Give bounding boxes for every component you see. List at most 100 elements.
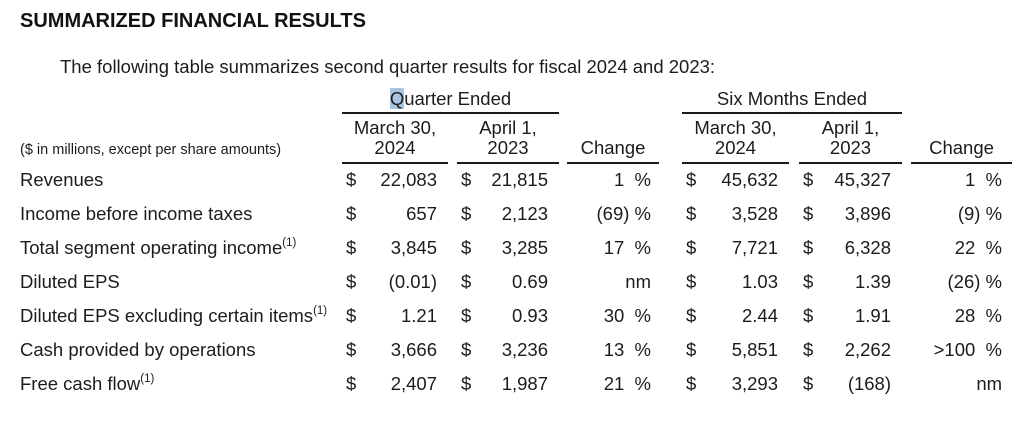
financial-results-table: Quarter Ended Six Months Ended ($ in mil…: [20, 87, 1013, 401]
amount-cell: $45,327: [799, 163, 902, 197]
spacer-cell: [659, 113, 682, 163]
table-row-revenues: Revenues $22,083 $21,815 1 % $45,632 $45…: [20, 163, 1012, 197]
amount-cell: $3,666: [342, 333, 448, 367]
change-value: (69) %: [596, 202, 652, 224]
page-title: SUMMARIZED FINANCIAL RESULTS: [20, 10, 366, 32]
dollar-sign: $: [461, 270, 472, 292]
spacer-cell: [559, 113, 567, 163]
amount-value: 3,236: [501, 338, 548, 360]
change-value: 28 %: [954, 304, 1003, 326]
amount-cell: $657: [342, 197, 448, 231]
dollar-sign: $: [686, 202, 697, 224]
dollar-sign: $: [803, 270, 814, 292]
quarter-ended-header: Quarter Ended: [342, 87, 559, 114]
spacer-cell: [789, 265, 799, 299]
amount-cell: $0.69: [457, 265, 559, 299]
table-row-diluted-eps: Diluted EPS $ (0.01) $0.69 nm $1.03 $1.39…: [20, 265, 1012, 299]
change-value: 22 %: [954, 236, 1003, 258]
dollar-sign: $: [686, 236, 697, 258]
spacer-cell: [789, 333, 799, 367]
amount-value: 45,327: [834, 169, 892, 190]
dollar-sign: $: [346, 270, 357, 292]
col-header-line2: 2024: [374, 137, 416, 158]
amount-cell: $0.93: [457, 299, 559, 333]
six-months-ended-header: Six Months Ended: [682, 87, 903, 114]
spacer-cell: [789, 299, 799, 333]
spacer-cell: [902, 163, 911, 197]
search-highlight: Q: [389, 88, 405, 109]
column-header-row: ($ in millions, except per share amounts…: [20, 113, 1013, 164]
amount-value: 1.03: [741, 270, 778, 292]
col-header-s-2023: April 1, 2023: [799, 113, 903, 164]
quarter-ended-label: uarter Ended: [404, 88, 512, 109]
spacer-cell: [559, 231, 567, 265]
document-page: SUMMARIZED FINANCIAL RESULTS The followi…: [20, 10, 1013, 401]
amount-cell: $1.21: [342, 299, 448, 333]
footnote-marker: (1): [282, 236, 297, 249]
spacer-cell: [789, 367, 799, 401]
dollar-sign: $: [461, 304, 472, 326]
amount-cell: $3,285: [457, 231, 559, 265]
amount-value: 3,896: [844, 202, 892, 224]
spacer-cell: [659, 265, 682, 299]
amount-value: 657: [406, 202, 437, 224]
row-label: Diluted EPS: [20, 271, 120, 292]
change-value: 1 %: [613, 169, 651, 190]
row-label: Diluted EPS excluding certain items(1): [20, 299, 342, 333]
change-value: (9) %: [957, 202, 1003, 224]
col-header-line2: 2023: [487, 137, 529, 158]
change-value: 30 %: [603, 304, 651, 326]
amount-value: (0.01): [388, 270, 437, 292]
dollar-sign: $: [346, 372, 357, 394]
amount-value: 7,721: [731, 236, 778, 258]
amount-value: 22,083: [380, 169, 437, 190]
spacer-cell: [448, 367, 457, 401]
table-row-segment-operating-income: Total segment operating income(1) $3,845…: [20, 231, 1012, 265]
amount-cell: $5,851: [682, 333, 789, 367]
amount-value: 1.39: [855, 270, 892, 292]
spacer-cell: [448, 163, 457, 197]
spacer-cell: [902, 265, 911, 299]
row-label: Income before income taxes: [20, 203, 253, 224]
spacer-cell: [559, 367, 567, 401]
footnote-marker: (1): [313, 304, 328, 317]
amount-value: (168): [847, 372, 892, 394]
spacer-cell: [559, 197, 567, 231]
spacer-cell: [902, 197, 911, 231]
dollar-sign: $: [686, 338, 697, 360]
row-label-text: Total segment operating income: [20, 237, 283, 258]
amount-value: 5,851: [731, 338, 778, 360]
spacer-cell: [789, 231, 799, 265]
amount-value: 1,987: [501, 372, 548, 394]
change-value: nm: [976, 372, 1003, 394]
amount-value: 3,528: [731, 202, 778, 224]
spacer-cell: [448, 265, 457, 299]
spacer-cell: [448, 113, 457, 163]
dollar-sign: $: [803, 236, 814, 258]
change-value: >100 %: [933, 338, 1003, 360]
dollar-sign: $: [803, 304, 814, 326]
amount-cell: $3,293: [682, 367, 789, 401]
spacer-cell: [659, 87, 682, 113]
table-row-income-before-taxes: Income before income taxes $657 $2,123 (…: [20, 197, 1012, 231]
col-header-s-2024: March 30, 2024: [682, 113, 789, 164]
dollar-sign: $: [461, 202, 472, 224]
spacer-cell: [902, 299, 911, 333]
dollar-sign: $: [686, 270, 697, 292]
spacer-cell: [659, 367, 682, 401]
change-value: nm: [625, 270, 651, 292]
dollar-sign: $: [461, 169, 472, 190]
amount-cell: $3,845: [342, 231, 448, 265]
amount-cell: $1.91: [799, 299, 902, 333]
row-label-text: Diluted EPS excluding certain items: [20, 305, 314, 326]
col-header-line2: 2024: [714, 137, 757, 158]
dollar-sign: $: [346, 338, 357, 360]
units-note: ($ in millions, except per share amounts…: [20, 142, 282, 158]
row-label: Revenues: [20, 169, 104, 190]
amount-value: 3,666: [390, 338, 437, 360]
spacer-cell: [911, 87, 1012, 113]
dollar-sign: $: [686, 304, 697, 326]
amount-cell: $ (168): [799, 367, 902, 401]
col-header-q-change: Change: [567, 113, 659, 164]
table-row-diluted-eps-excluding-items: Diluted EPS excluding certain items(1) $…: [20, 299, 1012, 333]
